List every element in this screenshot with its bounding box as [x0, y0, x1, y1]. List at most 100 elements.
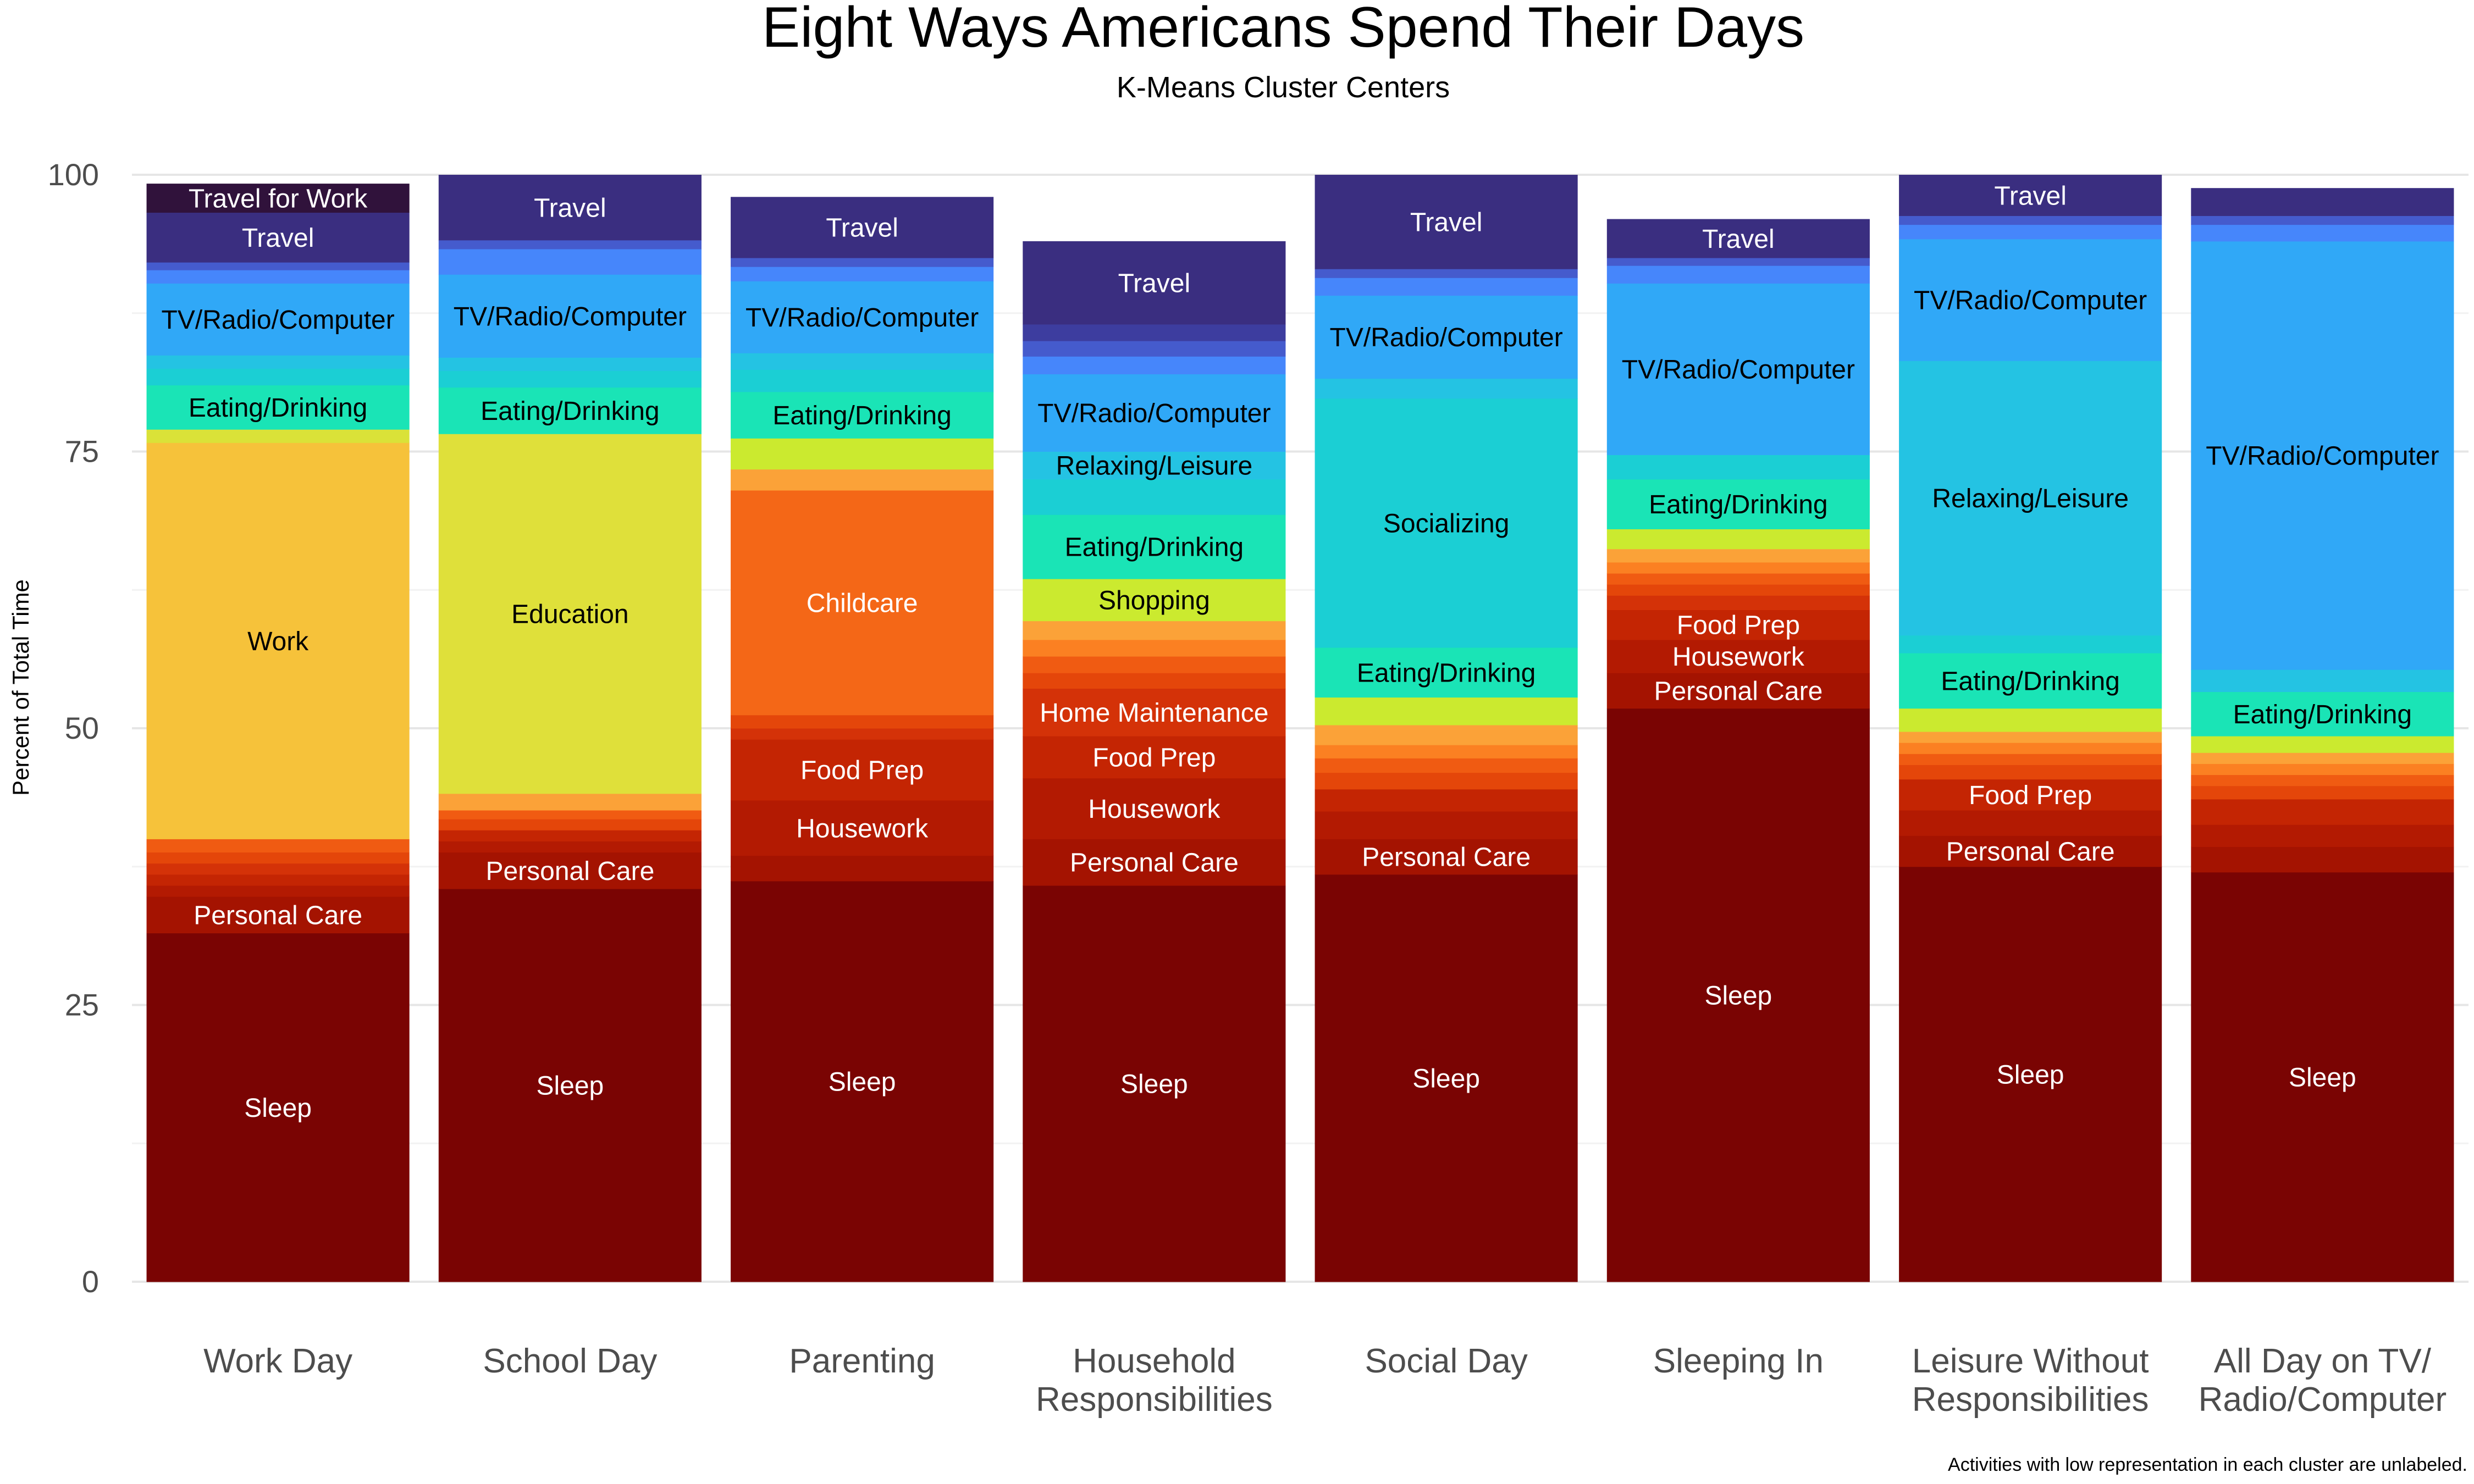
bar-segment — [146, 368, 410, 386]
bar-segment — [438, 274, 702, 358]
segment-label: Travel for Work — [189, 184, 368, 213]
bar-segment — [1023, 839, 1286, 886]
chart-subtitle: K-Means Cluster Centers — [1117, 71, 1450, 104]
segment-label: Sleep — [244, 1094, 312, 1123]
bar-segment — [1315, 724, 1578, 745]
bar-segment — [2191, 188, 2454, 217]
segment-labels: Sleep Personal Care Work Eating/Drinking TV/… — [162, 181, 2439, 1123]
segment-label: TV/Radio/Computer — [1622, 355, 1855, 384]
y-tick-label: 75 — [65, 434, 99, 469]
segment-label: Childcare — [807, 589, 918, 618]
segment-label: Personal Care — [194, 901, 362, 930]
bar-segment — [1606, 639, 1870, 673]
bar-segment — [1023, 885, 1286, 1282]
segment-label: Housework — [1672, 643, 1805, 672]
segment-label: Sleep — [1704, 981, 1772, 1010]
bar-segment — [2191, 669, 2454, 693]
bar-segment — [731, 281, 994, 353]
bar-segment — [1899, 215, 2162, 225]
bar-segment — [1899, 239, 2162, 361]
bar-segment — [731, 715, 994, 729]
bar-segment — [1899, 810, 2162, 836]
bar-segment — [1606, 479, 1870, 529]
bar-segment — [2191, 774, 2454, 787]
bar-segment — [731, 728, 994, 740]
bar-segment — [438, 387, 702, 434]
segment-label: Home Maintenance — [1040, 699, 1268, 728]
bar-segment — [731, 197, 994, 258]
x-tick-label: Work Day — [203, 1342, 352, 1380]
bar-segment — [731, 739, 994, 801]
x-tick-label: Social Day — [1365, 1342, 1527, 1380]
y-tick-label: 0 — [82, 1264, 99, 1299]
bar-segment — [1606, 584, 1870, 596]
bar-segment — [438, 830, 702, 841]
bar-segment — [1023, 341, 1286, 357]
bar-segment — [438, 357, 702, 371]
bar-segment — [2191, 785, 2454, 800]
y-axis-title: Percent of Total Time — [8, 579, 34, 796]
bar-segment — [2191, 241, 2454, 670]
segment-label: TV/Radio/Computer — [162, 306, 395, 335]
bar-segment — [1899, 361, 2162, 636]
bar-segment — [1606, 549, 1870, 563]
segment-label: Housework — [796, 814, 929, 843]
bar-segment — [2191, 215, 2454, 225]
bar-segment — [2191, 799, 2454, 825]
segment-label: Relaxing/Leisure — [1932, 484, 2129, 513]
bar-segment — [146, 839, 410, 853]
bar-segment — [1023, 356, 1286, 375]
segment-label: Eating/Drinking — [2233, 700, 2412, 729]
bar-segment — [731, 800, 994, 856]
bar-segment — [731, 469, 994, 491]
bar-segment — [1606, 595, 1870, 611]
bar-segment — [1899, 765, 2162, 780]
bar-segment — [731, 490, 994, 716]
bar-segment — [438, 175, 702, 241]
bar-segment — [1606, 562, 1870, 574]
segment-label: Socializing — [1383, 509, 1509, 538]
bar-segment — [438, 852, 702, 889]
bar-segment — [1315, 175, 1578, 269]
bar-segment — [438, 819, 702, 830]
bar-segment — [731, 438, 994, 470]
bar-segment — [438, 240, 702, 250]
segment-label: TV/Radio/Computer — [745, 303, 979, 333]
bar-segment — [1315, 772, 1578, 790]
bar-segment — [1899, 175, 2162, 217]
bar-segment — [1606, 529, 1870, 550]
bar-segment — [146, 184, 410, 213]
segment-label: Travel — [1118, 269, 1191, 298]
bar-segment — [1899, 835, 2162, 867]
bar-segment — [1606, 283, 1870, 456]
bar-segment — [1315, 745, 1578, 758]
bar-segment — [1315, 811, 1578, 839]
bar-segment — [1899, 779, 2162, 811]
bar-segment — [1315, 269, 1578, 278]
segment-label: Housework — [1088, 795, 1221, 824]
bar-segment — [2191, 752, 2454, 764]
x-tick-label: Sleeping In — [1653, 1342, 1824, 1380]
bar-segment — [731, 391, 994, 439]
segment-label: TV/Radio/Computer — [2206, 442, 2439, 471]
x-tick-label: Leisure Without Responsibilities — [1912, 1342, 2149, 1419]
bar-segment — [1315, 758, 1578, 773]
bar-segment — [438, 248, 702, 275]
bar-segment — [438, 889, 702, 1282]
bar-segment — [1606, 673, 1870, 709]
y-tick-label: 50 — [65, 711, 99, 745]
segment-label: Sleep — [1120, 1070, 1188, 1099]
x-tick-label: All Day on TV/Radio/Computer — [2199, 1342, 2447, 1419]
segment-label: Travel — [1994, 181, 2067, 211]
bar-segment — [2191, 763, 2454, 776]
bar-segment — [146, 355, 410, 369]
segment-label: Relaxing/Leisure — [1056, 452, 1253, 481]
segment-label: Eating/Drinking — [481, 397, 660, 426]
bar-segment — [2191, 846, 2454, 873]
chart-caption: Activities with low representation in ea… — [1948, 1454, 2467, 1475]
bar-segment — [2191, 736, 2454, 753]
bar-segment — [1023, 374, 1286, 452]
segment-label: Education — [511, 600, 629, 629]
bar-segment — [1023, 656, 1286, 673]
